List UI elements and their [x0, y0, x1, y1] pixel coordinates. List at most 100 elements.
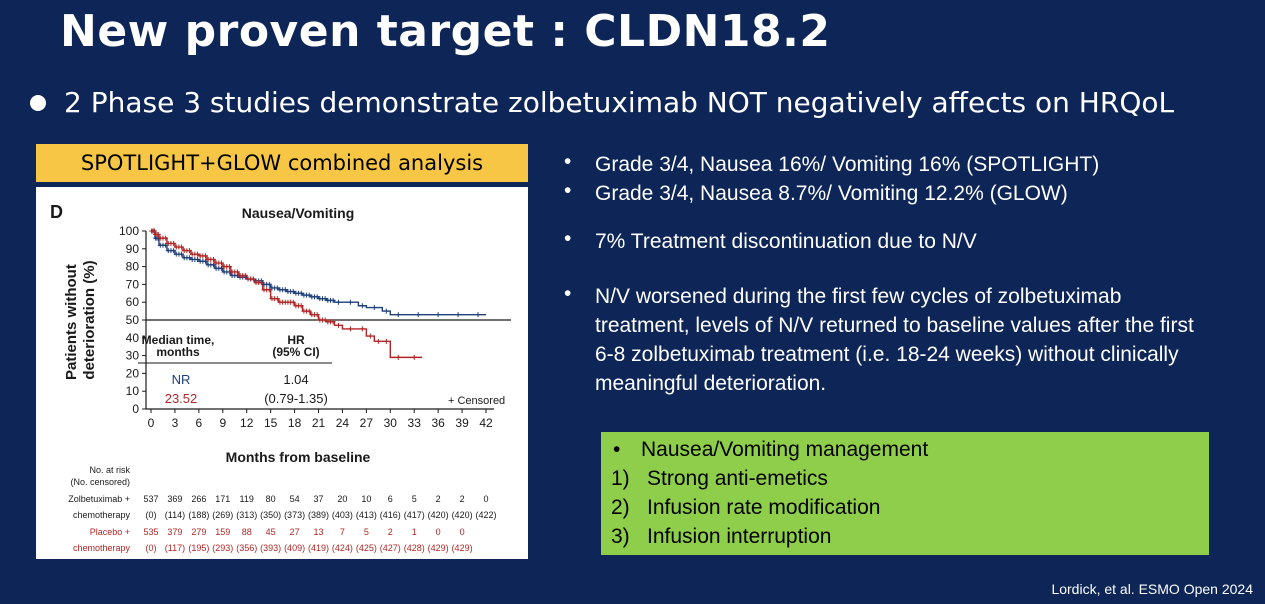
- x-tick-label: 3: [172, 416, 179, 430]
- panel-label: SPOTLIGHT+GLOW combined analysis: [36, 144, 528, 182]
- x-tick-label: 42: [479, 416, 493, 430]
- risk-cell: (409): [284, 543, 305, 553]
- bullet-marker: •: [613, 438, 621, 461]
- censor-mark: [234, 269, 240, 275]
- median-zolbetuximab: NR: [172, 372, 191, 387]
- bullet-marker: •: [564, 227, 572, 250]
- censor-marks: [149, 228, 481, 360]
- risk-cell: (117): [165, 543, 185, 553]
- risk-cell: 6: [388, 494, 393, 504]
- risk-cell: 80: [266, 494, 276, 504]
- censor-mark: [203, 253, 209, 259]
- x-ticks: 0 3 6 9 12 15 18 21 24 27 30 33 36 39 42: [148, 409, 493, 430]
- risk-cell: (425): [356, 543, 377, 553]
- risk-cell: (419): [308, 543, 329, 553]
- hr-header-2: (95% CI): [272, 345, 319, 359]
- censor-mark: [258, 280, 264, 286]
- risk-cell: 7: [340, 527, 345, 537]
- risk-cell: 27: [290, 527, 300, 537]
- censor-mark: [359, 326, 365, 332]
- censor-mark: [171, 248, 177, 254]
- risk-cell: 369: [167, 494, 182, 504]
- risk-cell: 0: [483, 494, 488, 504]
- item-number: 1): [611, 467, 630, 490]
- bullet-marker: •: [564, 179, 572, 202]
- censor-mark: [203, 258, 209, 264]
- risk-cell: (422): [475, 510, 496, 520]
- risk-cell: 45: [266, 527, 276, 537]
- y-tick-label: 70: [126, 277, 140, 291]
- item-text: Infusion interruption: [647, 525, 832, 548]
- risk-cell: (393): [260, 543, 281, 553]
- item-number: 3): [611, 525, 630, 548]
- y-tick-label: 0: [132, 402, 139, 416]
- censor-mark: [347, 326, 353, 332]
- series-line-placebo: [151, 230, 423, 359]
- censor-mark: [322, 317, 328, 323]
- y-tick-label: 10: [126, 384, 140, 398]
- censor-mark: [266, 287, 272, 293]
- risk-header-2: (No. censored): [70, 477, 130, 487]
- risk-cell: 13: [313, 527, 323, 537]
- hr-header-1: HR: [287, 333, 305, 347]
- censor-mark: [415, 312, 421, 318]
- censor-mark: [218, 260, 224, 266]
- censor-mark: [195, 256, 201, 262]
- censor-mark: [330, 319, 336, 325]
- x-axis-label: Months from baseline: [226, 449, 371, 465]
- risk-cell: (293): [212, 543, 233, 553]
- risk-cell: 5: [412, 494, 417, 504]
- censor-mark: [367, 333, 373, 339]
- risk-cell: 2: [460, 494, 465, 504]
- censor-mark: [371, 305, 377, 311]
- x-tick-label: 24: [336, 416, 350, 430]
- x-tick-label: 30: [384, 416, 398, 430]
- risk-cell: (269): [212, 510, 233, 520]
- x-tick-label: 21: [312, 416, 326, 430]
- management-item-3: 3) Infusion interruption: [611, 525, 831, 549]
- right-bullet-2: • Grade 3/4, Nausea 8.7%/ Vomiting 12.2%…: [564, 179, 1068, 208]
- y-axis-label-line-2: deterioration (%): [81, 260, 98, 379]
- axes: [145, 231, 511, 410]
- bullet-marker: •: [564, 150, 572, 173]
- risk-cell: 10: [361, 494, 371, 504]
- x-tick-label: 9: [219, 416, 226, 430]
- censor-mark: [455, 312, 461, 318]
- censor-mark: [475, 312, 481, 318]
- censor-mark: [383, 308, 389, 314]
- subtitle-text: 2 Phase 3 studies demonstrate zolbetuxim…: [64, 86, 1175, 119]
- risk-cell: (356): [236, 543, 257, 553]
- risk-cell: 119: [240, 494, 254, 504]
- censor-mark: [298, 303, 304, 309]
- risk-cell: (429): [452, 543, 473, 553]
- risk-cell: (416): [380, 510, 401, 520]
- item-text: Strong anti-emetics: [647, 467, 828, 490]
- risk-cell: 1: [412, 527, 417, 537]
- y-tick-label: 60: [126, 295, 140, 309]
- y-axis-label-line-1: Patients without: [63, 264, 80, 380]
- censor-mark: [411, 354, 417, 360]
- risk-cell: (373): [284, 510, 305, 520]
- risk-cell: 379: [167, 527, 182, 537]
- y-tick-label: 40: [126, 331, 140, 345]
- censor-mark: [179, 251, 185, 257]
- censored-legend: + Censored: [448, 395, 505, 407]
- management-item-2: 2) Infusion rate modification: [611, 496, 880, 520]
- censor-mark: [218, 265, 224, 271]
- item-text: Infusion rate modification: [647, 496, 881, 519]
- x-tick-label: 0: [148, 416, 155, 430]
- y-axis-label: Patients without deterioration (%): [63, 260, 98, 380]
- censor-mark: [151, 228, 157, 234]
- censor-mark: [435, 312, 441, 318]
- bullet-dot-icon: [30, 94, 46, 111]
- censor-mark: [306, 308, 312, 314]
- censor-mark: [179, 244, 185, 250]
- x-tick-label: 15: [264, 416, 278, 430]
- censor-mark: [395, 354, 401, 360]
- x-tick-label: 33: [408, 416, 422, 430]
- censor-mark: [274, 296, 280, 302]
- censor-mark: [375, 338, 381, 344]
- risk-cell: (389): [308, 510, 329, 520]
- censor-mark: [330, 297, 336, 303]
- y-tick-label: 90: [126, 242, 140, 256]
